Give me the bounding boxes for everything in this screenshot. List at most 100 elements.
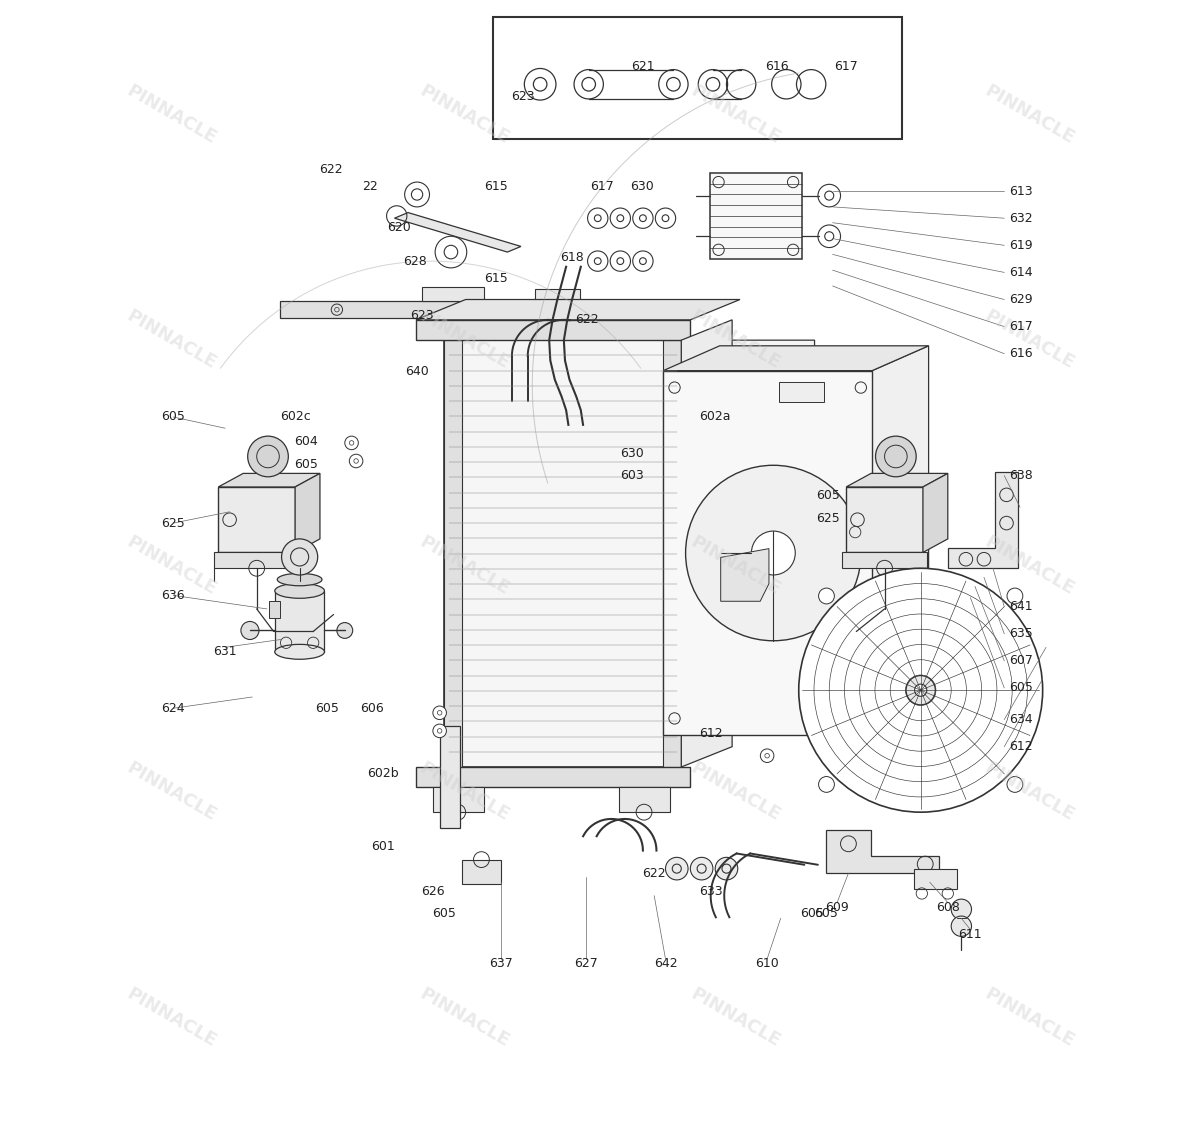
Text: PINNACLE: PINNACLE bbox=[122, 82, 218, 147]
Text: PINNACLE: PINNACLE bbox=[122, 533, 218, 599]
Polygon shape bbox=[721, 549, 769, 601]
Text: 633: 633 bbox=[698, 885, 722, 898]
Circle shape bbox=[818, 589, 834, 603]
Text: 623: 623 bbox=[511, 89, 535, 103]
Bar bbox=[462, 859, 500, 884]
Polygon shape bbox=[218, 487, 295, 552]
Circle shape bbox=[433, 706, 446, 720]
Text: 608: 608 bbox=[936, 901, 960, 914]
Polygon shape bbox=[521, 340, 815, 700]
Circle shape bbox=[799, 568, 1043, 812]
Text: PINNACLE: PINNACLE bbox=[416, 985, 512, 1050]
Text: 605: 605 bbox=[1009, 681, 1033, 694]
Text: 624: 624 bbox=[161, 702, 185, 714]
Text: 616: 616 bbox=[766, 60, 790, 74]
Text: PINNACLE: PINNACLE bbox=[122, 307, 218, 374]
Circle shape bbox=[690, 857, 713, 880]
Text: 625: 625 bbox=[161, 516, 185, 530]
Text: 635: 635 bbox=[1009, 627, 1032, 641]
Circle shape bbox=[952, 916, 972, 936]
Text: 637: 637 bbox=[488, 957, 512, 970]
Text: 623: 623 bbox=[409, 309, 433, 321]
Circle shape bbox=[952, 899, 972, 919]
Polygon shape bbox=[416, 300, 740, 320]
Ellipse shape bbox=[277, 573, 322, 585]
Text: 629: 629 bbox=[1009, 293, 1032, 306]
Text: PINNACLE: PINNACLE bbox=[982, 533, 1078, 599]
Text: 642: 642 bbox=[654, 957, 677, 970]
Text: PINNACLE: PINNACLE bbox=[688, 985, 784, 1050]
Polygon shape bbox=[846, 487, 923, 552]
Text: 615: 615 bbox=[485, 272, 508, 284]
Polygon shape bbox=[872, 345, 929, 736]
Polygon shape bbox=[923, 473, 948, 552]
Circle shape bbox=[906, 676, 935, 705]
Polygon shape bbox=[664, 340, 682, 767]
Text: 605: 605 bbox=[432, 908, 456, 920]
Bar bbox=[493, 17, 901, 139]
Text: 626: 626 bbox=[421, 885, 445, 898]
Text: PINNACLE: PINNACLE bbox=[122, 985, 218, 1050]
Polygon shape bbox=[846, 473, 948, 487]
Circle shape bbox=[715, 857, 738, 880]
Text: 615: 615 bbox=[485, 180, 508, 194]
Circle shape bbox=[241, 621, 259, 640]
Text: PINNACLE: PINNACLE bbox=[688, 758, 784, 825]
Circle shape bbox=[1007, 589, 1022, 603]
Polygon shape bbox=[218, 473, 320, 487]
Text: 617: 617 bbox=[834, 60, 858, 74]
Circle shape bbox=[914, 684, 926, 696]
Text: 630: 630 bbox=[619, 447, 643, 460]
Text: 641: 641 bbox=[1009, 600, 1032, 614]
Ellipse shape bbox=[275, 644, 324, 659]
Circle shape bbox=[349, 454, 362, 468]
Text: 617: 617 bbox=[590, 180, 614, 194]
Polygon shape bbox=[664, 370, 872, 736]
Polygon shape bbox=[826, 830, 938, 873]
Polygon shape bbox=[439, 727, 460, 827]
Text: 622: 622 bbox=[642, 867, 666, 880]
Circle shape bbox=[337, 623, 353, 638]
Text: 630: 630 bbox=[630, 180, 654, 194]
Text: 605: 605 bbox=[314, 702, 338, 714]
Polygon shape bbox=[416, 767, 690, 788]
Text: 612: 612 bbox=[1009, 740, 1032, 753]
Text: 612: 612 bbox=[698, 727, 722, 739]
Text: 602b: 602b bbox=[367, 767, 400, 780]
Text: 617: 617 bbox=[1009, 320, 1032, 333]
Circle shape bbox=[1007, 777, 1022, 792]
Text: 603: 603 bbox=[619, 469, 643, 482]
Text: 638: 638 bbox=[1009, 469, 1032, 482]
Text: 22: 22 bbox=[361, 180, 378, 194]
Text: 605: 605 bbox=[816, 489, 840, 503]
Bar bbox=[841, 552, 928, 568]
Polygon shape bbox=[664, 345, 929, 370]
Bar bbox=[779, 381, 824, 402]
Polygon shape bbox=[444, 340, 682, 767]
Polygon shape bbox=[275, 591, 324, 652]
Circle shape bbox=[818, 777, 834, 792]
Text: 627: 627 bbox=[575, 957, 599, 970]
Polygon shape bbox=[444, 340, 462, 767]
Text: 614: 614 bbox=[1009, 266, 1032, 278]
Circle shape bbox=[761, 749, 774, 763]
Text: 601: 601 bbox=[371, 840, 395, 852]
Polygon shape bbox=[416, 320, 690, 340]
Polygon shape bbox=[619, 788, 670, 812]
Text: PINNACLE: PINNACLE bbox=[982, 82, 1078, 147]
Polygon shape bbox=[395, 213, 521, 252]
Text: 619: 619 bbox=[1009, 239, 1032, 251]
Polygon shape bbox=[433, 788, 484, 812]
Text: 622: 622 bbox=[575, 314, 599, 326]
Ellipse shape bbox=[512, 397, 528, 404]
Text: 605: 605 bbox=[814, 908, 838, 920]
Text: 621: 621 bbox=[631, 60, 655, 74]
Bar bbox=[214, 552, 300, 568]
Circle shape bbox=[666, 857, 688, 880]
Circle shape bbox=[247, 436, 288, 477]
Text: PINNACLE: PINNACLE bbox=[688, 307, 784, 374]
Text: PINNACLE: PINNACLE bbox=[416, 758, 512, 825]
Circle shape bbox=[751, 531, 796, 575]
Text: 607: 607 bbox=[1009, 654, 1033, 668]
Text: 611: 611 bbox=[959, 927, 982, 941]
